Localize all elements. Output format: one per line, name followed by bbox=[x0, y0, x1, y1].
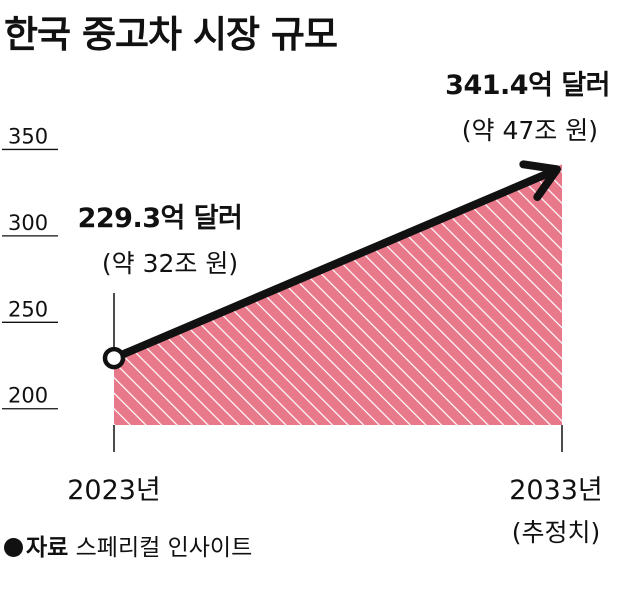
source-note: 자료 스페리컬 인사이트 bbox=[4, 528, 252, 562]
y-tick-label: 350 bbox=[8, 124, 48, 148]
y-tick-label: 200 bbox=[8, 384, 48, 408]
arrow-head-icon bbox=[519, 160, 561, 202]
x-end-estimate-note: (추정치) bbox=[512, 518, 601, 547]
end-value-label: 341.4억 달러 bbox=[445, 70, 610, 101]
area-fill bbox=[114, 164, 562, 425]
chart-title: 한국 중고차 시장 규모 bbox=[4, 13, 338, 56]
source-label: 자료 bbox=[26, 535, 69, 561]
start-value-note: (약 32조 원) bbox=[102, 249, 238, 278]
start-value-label: 229.3억 달러 bbox=[78, 203, 243, 234]
y-axis: 200 250 300 350 bbox=[2, 124, 58, 410]
y-tick-label: 300 bbox=[8, 211, 48, 235]
x-tick-label-end: 2033년 bbox=[509, 475, 603, 506]
y-tick-label: 250 bbox=[8, 297, 48, 321]
source-text: 스페리컬 인사이트 bbox=[75, 535, 253, 561]
end-value-note: (약 47조 원) bbox=[462, 116, 598, 145]
start-point-marker bbox=[102, 346, 126, 370]
trend-line bbox=[110, 167, 557, 363]
bullet-dot-icon bbox=[4, 538, 23, 557]
x-tick-label-start: 2023년 bbox=[67, 475, 161, 506]
